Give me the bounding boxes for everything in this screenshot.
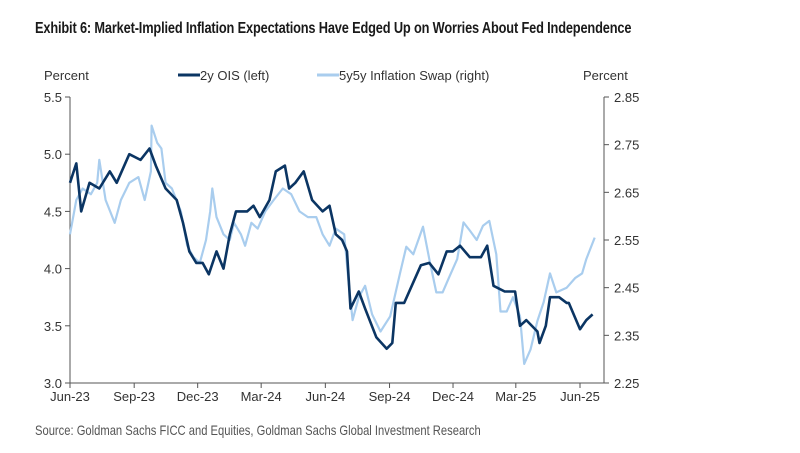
right-tick-label: 2.45 <box>614 281 639 296</box>
x-tick-label: Sep-24 <box>369 389 411 404</box>
x-tick-label: Dec-23 <box>177 389 219 404</box>
right-axis-label: Percent <box>583 68 628 83</box>
right-tick-label: 2.55 <box>614 233 639 248</box>
x-tick-label: Jun-25 <box>560 389 600 404</box>
left-tick-label: 5.0 <box>44 147 62 162</box>
x-tick-label: Jun-24 <box>305 389 345 404</box>
x-tick-label: Jun-23 <box>50 389 90 404</box>
right-tick-label: 2.75 <box>614 138 639 153</box>
left-tick-label: 3.0 <box>44 376 62 391</box>
x-tick-label: Mar-24 <box>241 389 282 404</box>
right-tick-label: 2.25 <box>614 376 639 391</box>
right-tick-label: 2.85 <box>614 90 639 105</box>
left-tick-label: 4.5 <box>44 204 62 219</box>
right-tick-label: 2.65 <box>614 185 639 200</box>
x-tick-label: Dec-24 <box>432 389 474 404</box>
source-note: Source: Goldman Sachs FICC and Equities,… <box>35 422 481 438</box>
legend-label: 2y OIS (left) <box>200 68 269 83</box>
series-line-5y5y-swap <box>68 124 596 365</box>
left-axis-label: Percent <box>44 68 89 83</box>
x-tick-label: Sep-23 <box>113 389 155 404</box>
left-tick-label: 3.5 <box>44 319 62 334</box>
series-line-2y-ois <box>68 147 594 351</box>
chart-title: Exhibit 6: Market-Implied Inflation Expe… <box>35 20 632 37</box>
left-tick-label: 5.5 <box>44 90 62 105</box>
x-tick-label: Mar-25 <box>495 389 536 404</box>
legend-label: 5y5y Inflation Swap (right) <box>339 68 489 83</box>
left-tick-label: 4.0 <box>44 262 62 277</box>
right-tick-label: 2.35 <box>614 328 639 343</box>
